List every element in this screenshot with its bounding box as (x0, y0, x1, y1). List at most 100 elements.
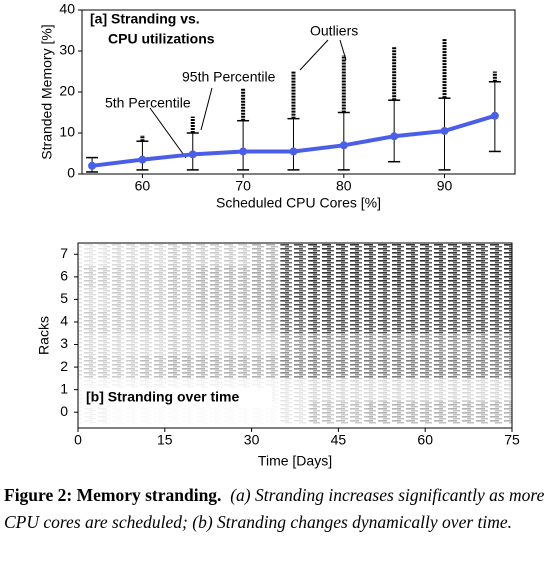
density-cell (309, 378, 339, 401)
density-cell (309, 355, 339, 379)
density-cell (309, 310, 339, 334)
caption-label: Figure 2: Memory stranding. (4, 485, 222, 505)
plot-frame (77, 242, 513, 429)
density-cell (251, 333, 281, 356)
annotation: 5th Percentile (105, 95, 191, 111)
density-cell (135, 243, 165, 266)
annotation: Outliers (310, 23, 358, 39)
density-cell (338, 288, 368, 311)
density-cell (483, 243, 512, 266)
density-cell (309, 265, 339, 289)
median-marker (138, 155, 147, 164)
y-tick-label: 10 (59, 124, 75, 140)
density-cell (78, 333, 107, 356)
density-cell (164, 288, 194, 311)
arrow (200, 87, 213, 131)
density-cell (164, 265, 194, 289)
y-tick-label: 6 (60, 268, 68, 284)
y-tick-label: 1 (60, 380, 68, 396)
density-cell (338, 265, 368, 289)
density-cell (78, 265, 107, 289)
x-tick-label: 75 (504, 432, 520, 448)
y-tick-label: 7 (60, 245, 68, 261)
density-cell (280, 378, 310, 401)
density-cell (425, 378, 455, 401)
density-cell (222, 310, 252, 334)
density-cell (193, 333, 223, 356)
density-cell (280, 400, 310, 424)
density-cell (164, 333, 194, 356)
caption: Figure 2: Memory stranding. (a) Strandin… (4, 482, 548, 536)
x-tick-label: 80 (336, 178, 352, 194)
density-cell (106, 265, 136, 289)
density-cell (135, 288, 165, 311)
y-tick-label: 3 (60, 335, 68, 351)
x-tick-label: 30 (244, 432, 260, 448)
density-cell (135, 265, 165, 289)
y-tick-label: 4 (60, 313, 68, 329)
chart-title: [a] Stranding vs. (90, 11, 200, 27)
density-cell (251, 288, 281, 311)
density-cell (425, 310, 455, 334)
median-marker (390, 132, 399, 141)
x-axis-label: Time [Days] (258, 453, 332, 469)
density-cell (106, 355, 136, 379)
density-cell (106, 310, 136, 334)
density-cell (222, 265, 252, 289)
y-axis-label: Racks (36, 316, 52, 355)
density-cell (367, 333, 397, 356)
density-cell (78, 243, 107, 266)
density-cell (425, 265, 455, 289)
y-tick-label: 30 (59, 42, 75, 58)
y-tick-label: 2 (60, 358, 68, 374)
density-cell (280, 243, 310, 266)
density-cell (367, 243, 397, 266)
density-cell (454, 355, 484, 379)
annotation: 95th Percentile (182, 69, 276, 85)
density-cell (396, 400, 426, 424)
density-cell (251, 310, 281, 334)
density-cell (309, 400, 339, 424)
density-cell (193, 265, 223, 289)
x-tick-label: 70 (235, 178, 251, 194)
density-cell (106, 333, 136, 356)
density-cell (367, 288, 397, 311)
x-tick-label: 45 (331, 432, 347, 448)
density-cell (483, 288, 512, 311)
density-cell (338, 310, 368, 334)
density-cell (367, 355, 397, 379)
density-cell (425, 288, 455, 311)
density-cell (425, 400, 455, 424)
x-axis-label: Scheduled CPU Cores [%] (216, 195, 381, 211)
density-cell (483, 355, 512, 379)
density-cell (483, 400, 512, 424)
density-cell (193, 243, 223, 266)
density-cell (78, 310, 107, 334)
density-cell (222, 243, 252, 266)
density-cell (338, 243, 368, 266)
density-cell (309, 288, 339, 311)
density-cell (135, 355, 165, 379)
arrow (299, 39, 329, 71)
density-cell (222, 355, 252, 379)
density-cell (396, 243, 426, 266)
density-cell (338, 400, 368, 424)
density-cell (396, 355, 426, 379)
density-cell (251, 243, 281, 266)
median-marker (289, 147, 298, 156)
label-bg (82, 388, 272, 408)
density-cell (396, 265, 426, 289)
density-cell (396, 333, 426, 356)
density-cell (135, 333, 165, 356)
density-cell (425, 333, 455, 356)
y-tick-label: 0 (60, 403, 68, 419)
density-cell (338, 355, 368, 379)
density-cell (454, 333, 484, 356)
density-cell (222, 333, 252, 356)
y-tick-label: 20 (59, 83, 75, 99)
density-cell (193, 310, 223, 334)
density-cell (454, 288, 484, 311)
x-tick-label: 0 (74, 432, 82, 448)
